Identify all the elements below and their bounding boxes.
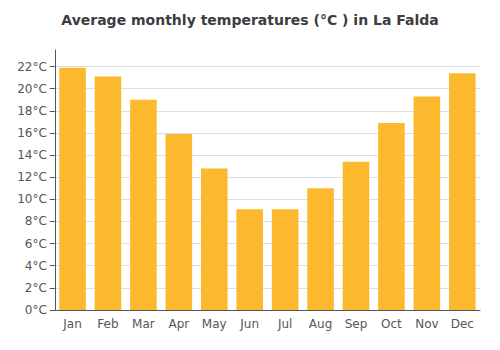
svg-text:Jun: Jun (239, 317, 259, 331)
svg-text:Mar: Mar (132, 317, 155, 331)
svg-text:6°C: 6°C (25, 237, 47, 251)
svg-text:Feb: Feb (97, 317, 118, 331)
svg-text:May: May (202, 317, 227, 331)
svg-text:Aug: Aug (309, 317, 332, 331)
svg-text:14°C: 14°C (17, 148, 47, 162)
svg-text:18°C: 18°C (17, 104, 47, 118)
svg-text:Jul: Jul (277, 317, 292, 331)
svg-text:2°C: 2°C (25, 281, 47, 295)
svg-text:22°C: 22°C (17, 60, 47, 74)
svg-text:Oct: Oct (381, 317, 402, 331)
svg-text:0°C: 0°C (25, 303, 47, 317)
svg-text:Sep: Sep (345, 317, 368, 331)
svg-text:16°C: 16°C (17, 126, 47, 140)
svg-text:Apr: Apr (168, 317, 189, 331)
svg-text:Dec: Dec (451, 317, 474, 331)
svg-text:Average monthly temperatures (: Average monthly temperatures (°C ) in La… (61, 12, 438, 28)
svg-text:8°C: 8°C (25, 214, 47, 228)
svg-text:20°C: 20°C (17, 82, 47, 96)
svg-text:10°C: 10°C (17, 192, 47, 206)
svg-text:4°C: 4°C (25, 259, 47, 273)
svg-text:Jan: Jan (62, 317, 82, 331)
svg-text:12°C: 12°C (17, 170, 47, 184)
svg-text:Nov: Nov (415, 317, 438, 331)
